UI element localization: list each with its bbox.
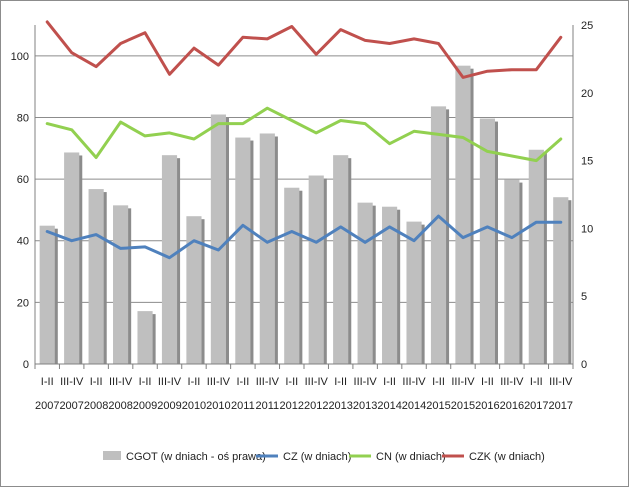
x-tick-label-period-13: III-IV: [354, 376, 378, 388]
x-tick-label-period-2: I-II: [90, 376, 103, 388]
x-tick-label-period-17: III-IV: [451, 376, 475, 388]
bar-cgot-4: [137, 311, 153, 364]
x-tick-label-year-17: 2015: [451, 400, 475, 412]
x-tick-label-period-4: I-II: [139, 376, 152, 388]
bar-cgot-13: [357, 202, 373, 364]
x-tick-label-period-8: I-II: [236, 376, 249, 388]
x-tick-label-year-4: 2009: [133, 400, 157, 412]
x-tick-label-year-9: 2011: [255, 400, 279, 412]
bar-cgot-14: [382, 206, 398, 364]
x-tick-label-year-15: 2014: [402, 400, 426, 412]
x-tick-label-period-1: III-IV: [60, 376, 84, 388]
line-series-1: [45, 106, 563, 163]
bar-cgot-15: [406, 221, 422, 364]
bar-cgot-20: [528, 149, 544, 364]
bar-cgot-3: [113, 205, 129, 364]
x-tick-label-year-18: 2016: [475, 400, 499, 412]
bar-cgot-18: [479, 118, 495, 365]
bar-cgot-7: [210, 114, 226, 364]
x-tick-label-period-11: III-IV: [305, 376, 329, 388]
x-tick-label-period-14: I-II: [383, 376, 396, 388]
x-tick-label-year-1: 2007: [59, 400, 83, 412]
y-right-tick-label-25: 25: [581, 20, 593, 32]
line-series-0: [45, 214, 563, 260]
legend-label-0: CGOT (w dniach - oś prawa): [126, 451, 266, 463]
x-tick-label-year-13: 2013: [353, 400, 377, 412]
y-right-tick-label-20: 20: [581, 88, 593, 100]
bar-cgot-2: [88, 189, 104, 364]
x-tick-label-year-3: 2008: [108, 400, 132, 412]
x-tick-label-year-5: 2009: [157, 400, 181, 412]
y-left-tick-label-60: 60: [17, 174, 29, 186]
legend-label-1: CZ (w dniach): [283, 451, 351, 463]
x-tick-label-period-16: I-II: [432, 376, 445, 388]
y-left-tick-label-0: 0: [23, 359, 29, 371]
x-tick-label-year-12: 2013: [328, 400, 352, 412]
bar-cgot-11: [308, 175, 324, 364]
bar-cgot-17: [455, 65, 471, 365]
bar-cgot-10: [284, 187, 300, 364]
legend-swatch-0: [103, 451, 121, 460]
x-tick-label-period-10: I-II: [285, 376, 298, 388]
x-tick-label-year-8: 2011: [231, 400, 255, 412]
x-tick-label-period-21: III-IV: [549, 376, 573, 388]
bar-cgot-21: [553, 197, 569, 364]
bar-cgot-16: [430, 106, 447, 365]
bar-cgot-8: [235, 137, 251, 364]
line-series-2: [45, 20, 563, 79]
x-tick-label-period-6: I-II: [188, 376, 201, 388]
y-left-tick-label-40: 40: [17, 236, 29, 248]
y-right-tick-label-5: 5: [581, 291, 587, 303]
x-tick-label-period-18: I-II: [481, 376, 494, 388]
x-tick-label-year-19: 2016: [500, 400, 524, 412]
legend-label-2: CN (w dniach): [376, 451, 446, 463]
y-right-tick-label-15: 15: [581, 156, 593, 168]
y-right-tick-label-10: 10: [581, 223, 593, 235]
x-tick-label-year-0: 2007: [35, 400, 59, 412]
bar-cgot-9: [259, 133, 275, 364]
x-tick-label-period-0: I-II: [41, 376, 54, 388]
bar-cgot-6: [186, 216, 202, 364]
bar-cgot-12: [333, 155, 349, 364]
x-tick-label-year-7: 2010: [206, 400, 230, 412]
x-tick-label-period-15: III-IV: [402, 376, 426, 388]
x-tick-label-period-7: III-IV: [207, 376, 231, 388]
x-tick-label-year-6: 2010: [182, 400, 206, 412]
x-tick-label-year-14: 2014: [377, 400, 401, 412]
x-tick-label-year-10: 2012: [280, 400, 304, 412]
x-tick-label-year-21: 2017: [549, 400, 573, 412]
x-tick-label-year-16: 2015: [426, 400, 450, 412]
x-tick-label-period-3: III-IV: [109, 376, 133, 388]
y-left-tick-label-100: 100: [11, 51, 29, 63]
bar-cgot-19: [504, 179, 520, 364]
x-tick-label-period-20: I-II: [530, 376, 543, 388]
x-tick-label-period-5: III-IV: [158, 376, 182, 388]
x-tick-label-year-20: 2017: [524, 400, 548, 412]
x-tick-label-year-2: 2008: [84, 400, 108, 412]
x-tick-label-period-9: III-IV: [256, 376, 280, 388]
legend-label-3: CZK (w dniach): [469, 451, 545, 463]
bar-cgot-1: [64, 152, 80, 364]
x-tick-label-year-11: 2012: [304, 400, 328, 412]
y-left-tick-label-20: 20: [17, 297, 29, 309]
y-left-tick-label-80: 80: [17, 112, 29, 124]
y-right-tick-label-0: 0: [581, 359, 587, 371]
bar-cgot-5: [161, 155, 178, 364]
x-tick-label-period-12: I-II: [334, 376, 347, 388]
x-tick-label-period-19: III-IV: [500, 376, 524, 388]
bar-cgot-0: [39, 225, 55, 364]
